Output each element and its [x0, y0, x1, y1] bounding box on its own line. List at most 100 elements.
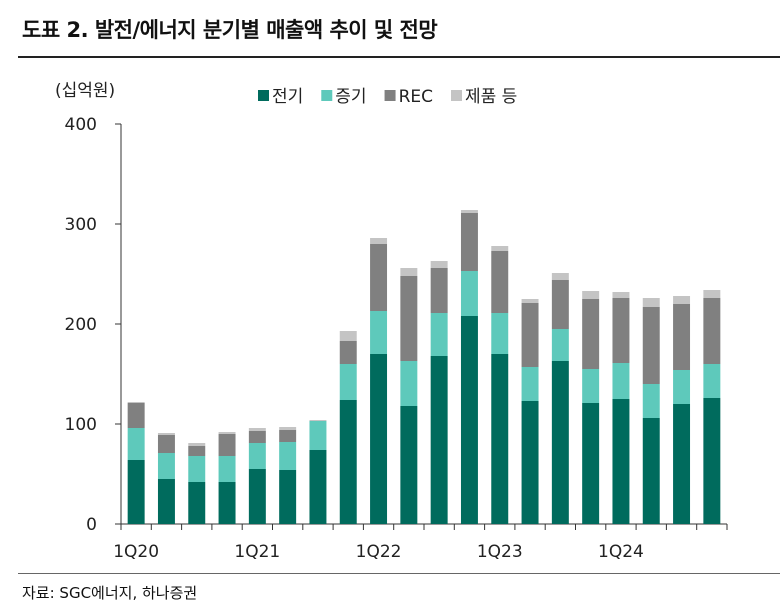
bar-segment	[248, 443, 266, 469]
source-note: 자료: SGC에너지, 하나증권	[22, 584, 198, 602]
bar-segment	[127, 402, 145, 403]
legend-label: REC	[399, 87, 433, 107]
bar-segment	[218, 434, 236, 456]
bar-segment	[157, 453, 175, 479]
bar-segment	[279, 470, 297, 524]
bar-segment	[430, 313, 448, 356]
title-divider	[18, 56, 780, 58]
bar-segment	[612, 298, 630, 363]
bar-stack-4Q24	[703, 290, 721, 524]
bar-segment	[460, 316, 478, 524]
bar-segment	[673, 404, 691, 524]
bar-segment	[309, 420, 327, 421]
bar-segment	[157, 433, 175, 435]
y-tick-label: 300	[65, 215, 97, 235]
bar-segment	[218, 482, 236, 524]
bar-stack-3Q24	[673, 296, 691, 524]
bar-segment	[551, 361, 569, 524]
bar-segment	[460, 271, 478, 316]
bar-segment	[248, 431, 266, 443]
bar-stack-2Q23	[521, 299, 539, 524]
bar-segment	[188, 443, 206, 446]
bar-segment	[582, 299, 600, 369]
bar-segment	[460, 213, 478, 271]
unit-label: (십억원)	[55, 81, 115, 101]
bar-stack-3Q20	[188, 443, 206, 524]
bar-segment	[157, 435, 175, 453]
bar-stack-4Q20	[218, 432, 236, 524]
bar-stack-2Q22	[400, 268, 418, 524]
bar-segment	[309, 421, 327, 450]
legend-label: 제품 등	[465, 87, 517, 107]
bar-stack-4Q23	[582, 291, 600, 524]
bar-segment	[127, 403, 145, 428]
bar-segment	[430, 261, 448, 268]
bar-stack-2Q20	[157, 433, 175, 524]
bar-segment	[400, 361, 418, 406]
bar-segment	[491, 251, 509, 313]
bar-segment	[279, 427, 297, 430]
legend-swatch	[321, 90, 333, 101]
bar-segment	[551, 273, 569, 280]
bar-segment	[370, 244, 388, 311]
bar-stack-3Q22	[430, 261, 448, 524]
x-tick-label: 1Q20	[113, 542, 159, 562]
bar-segment	[370, 354, 388, 524]
footer-divider	[18, 573, 780, 574]
bar-segment	[248, 469, 266, 524]
bar-segment	[703, 290, 721, 298]
bar-segment	[612, 399, 630, 524]
bar-segment	[127, 428, 145, 460]
bar-segment	[370, 311, 388, 354]
bar-segment	[127, 460, 145, 524]
bar-segment	[642, 418, 660, 524]
bar-segment	[673, 370, 691, 404]
x-tick-label: 1Q23	[477, 542, 523, 562]
bar-segment	[218, 456, 236, 482]
x-tick-label: 1Q22	[356, 542, 402, 562]
bar-stack-4Q22	[460, 210, 478, 524]
bar-stack-2Q21	[279, 427, 297, 524]
bar-segment	[460, 210, 478, 213]
bar-segment	[673, 304, 691, 370]
bar-segment	[612, 292, 630, 298]
bar-segment	[491, 313, 509, 354]
bar-segment	[188, 456, 206, 482]
bar-segment	[400, 268, 418, 276]
bar-segment	[521, 303, 539, 367]
bar-segment	[188, 446, 206, 456]
x-tick-label: 1Q21	[234, 542, 280, 562]
bar-segment	[248, 428, 266, 431]
bar-stack-3Q23	[551, 273, 569, 524]
bar-segment	[521, 401, 539, 524]
bar-segment	[582, 369, 600, 403]
bar-segment	[491, 246, 509, 251]
bar-segment	[339, 364, 357, 400]
legend-label: 증기	[335, 87, 366, 107]
bar-stack-1Q20	[127, 402, 145, 524]
bar-segment	[430, 356, 448, 524]
bar-segment	[157, 479, 175, 524]
bar-segment	[612, 363, 630, 399]
bar-stack-1Q21	[248, 428, 266, 524]
bar-segment	[703, 298, 721, 364]
bar-segment	[279, 442, 297, 470]
y-tick-label: 200	[65, 315, 97, 335]
bar-segment	[642, 384, 660, 418]
bar-segment	[309, 450, 327, 524]
bar-segment	[491, 354, 509, 524]
legend-swatch	[258, 90, 269, 101]
y-tick-label: 100	[65, 415, 97, 435]
y-tick-label: 400	[65, 115, 97, 135]
bar-segment	[642, 298, 660, 307]
bar-segment	[400, 406, 418, 524]
bar-stack-1Q23	[491, 246, 509, 524]
bar-segment	[279, 430, 297, 442]
bar-segment	[188, 482, 206, 524]
bar-stack-3Q21	[309, 420, 327, 524]
bar-stack-1Q24	[612, 292, 630, 524]
legend-swatch	[384, 90, 396, 101]
chart-title: 도표 2. 발전/에너지 분기별 매출액 추이 및 전망	[22, 18, 438, 42]
bar-stack-4Q21	[339, 331, 357, 524]
